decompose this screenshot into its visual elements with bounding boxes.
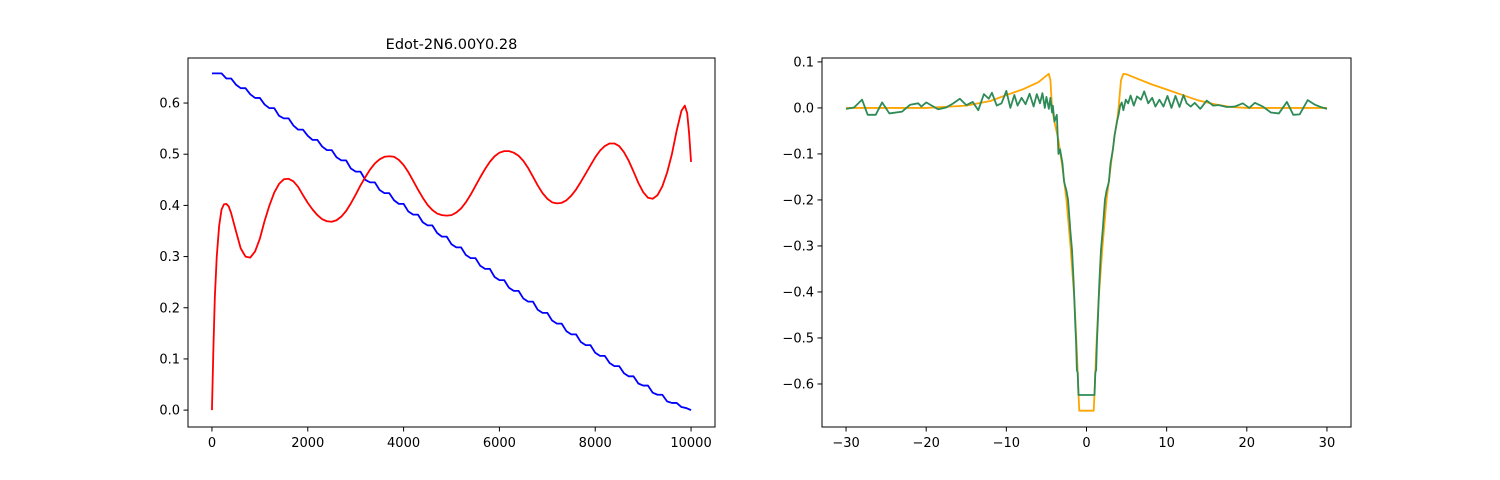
left-axis-ticks: 0 2000 4000 6000 8000 10000 0.0 0.1 0.2 0.3 0.4 0.5… xyxy=(159,97,711,451)
right-x-tick-label: −20 xyxy=(912,436,939,451)
right-x-tick-label: 30 xyxy=(1319,436,1336,451)
right-x-tick-label: 0 xyxy=(1082,436,1090,451)
right-y-tick-label: 0.1 xyxy=(793,55,814,70)
left-y-tick-label: 0.3 xyxy=(159,250,180,265)
left-y-tick-label: 0.0 xyxy=(159,404,180,419)
right-y-tick-label: −0.6 xyxy=(782,377,814,392)
left-x-tick-label: 2000 xyxy=(291,436,324,451)
left-x-tick-label: 0 xyxy=(208,436,216,451)
right-y-tick-label: −0.1 xyxy=(782,147,814,162)
right-y-tick-label: −0.2 xyxy=(782,193,814,208)
left-y-tick-label: 0.1 xyxy=(159,352,180,367)
right-subplot: −30 −20 −10 0 10 20 30 0.1 0.0 −0.1 −0.2 −0.3 −0.4 −0… xyxy=(782,55,1352,451)
right-plot-lines xyxy=(845,72,1328,412)
right-series-1-line xyxy=(846,72,1327,412)
left-subplot: Edot-2N6.00Y0.28 0 2000 4000 6000 8000 100000… xyxy=(159,37,716,451)
left-y-tick-label: 0.4 xyxy=(159,199,180,214)
left-series-1-line xyxy=(211,72,692,411)
left-y-tick-label: 0.6 xyxy=(159,97,180,112)
left-x-tick-label: 4000 xyxy=(387,436,420,451)
right-y-tick-label: −0.5 xyxy=(782,331,814,346)
left-x-tick-label: 6000 xyxy=(483,436,516,451)
right-x-tick-label: 20 xyxy=(1239,436,1256,451)
left-y-tick-label: 0.2 xyxy=(159,301,180,316)
right-x-tick-label: −10 xyxy=(993,436,1020,451)
left-y-tick-label: 0.5 xyxy=(159,148,180,163)
right-axis-ticks: −30 −20 −10 0 10 20 30 0.1 0.0 −0.1 −0.2 −0.3 −0.4 −0… xyxy=(782,55,1335,451)
right-y-tick-label: −0.3 xyxy=(782,239,814,254)
left-x-tick-label: 8000 xyxy=(579,436,612,451)
left-plot-lines xyxy=(211,72,692,411)
left-chart-title: Edot-2N6.00Y0.28 xyxy=(386,37,518,53)
right-x-tick-label: −30 xyxy=(832,436,859,451)
right-series-2-line xyxy=(845,90,1328,396)
right-x-tick-label: 10 xyxy=(1158,436,1175,451)
left-series-2-line xyxy=(211,104,692,411)
right-y-tick-label: 0.0 xyxy=(793,101,814,116)
left-x-tick-label: 10000 xyxy=(670,436,711,451)
right-y-tick-label: −0.4 xyxy=(782,285,814,300)
right-axes-frame xyxy=(821,57,1352,428)
left-axes-frame xyxy=(187,57,716,428)
